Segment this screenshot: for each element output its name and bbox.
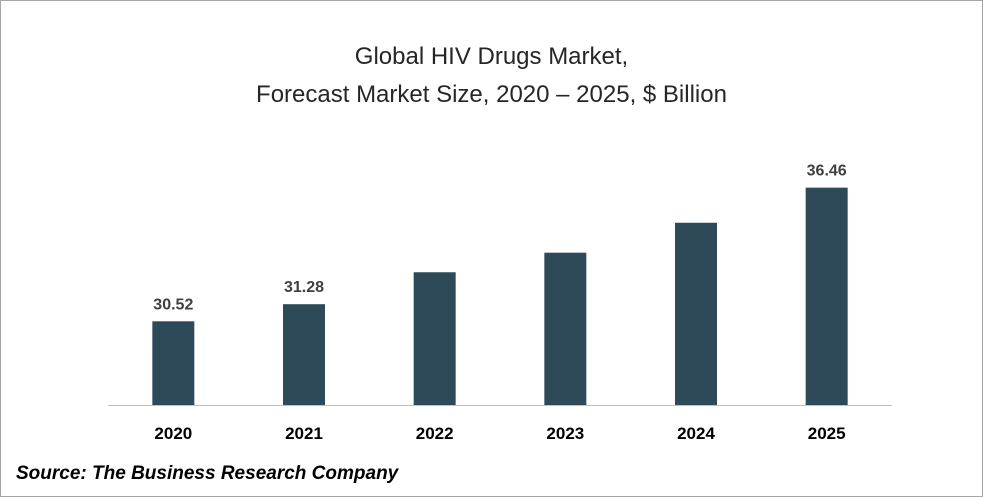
bar-2020 (152, 321, 195, 405)
source-note: Source: The Business Research Company (16, 463, 399, 484)
x-tick-label-2022: 2022 (416, 424, 454, 443)
x-tick-label-2024: 2024 (677, 424, 715, 443)
bar-2023 (544, 252, 587, 405)
chart-title-line-1: Global HIV Drugs Market, (354, 43, 629, 70)
x-tick-label-2023: 2023 (546, 424, 584, 443)
bar-2022 (413, 272, 456, 405)
x-tick-label-2020: 2020 (154, 424, 192, 443)
data-label-2021: 31.28 (284, 279, 324, 296)
bar-2024 (675, 222, 717, 405)
data-label-2025: 36.46 (807, 163, 847, 180)
chart-title-line-2: Forecast Market Size, 2020 – 2025, $ Bil… (256, 81, 727, 108)
data-label-2020: 30.52 (153, 296, 193, 313)
bar-2025 (805, 187, 848, 405)
x-tick-label-2025: 2025 (808, 424, 846, 443)
x-tick-label-2021: 2021 (285, 424, 323, 443)
bar-2021 (283, 304, 325, 405)
